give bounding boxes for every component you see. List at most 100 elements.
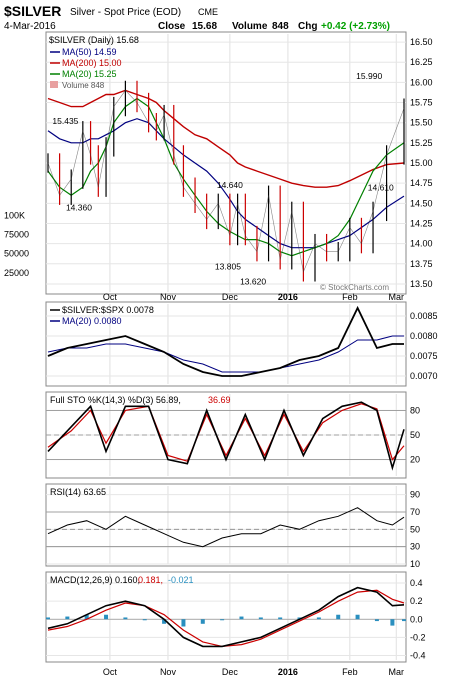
price-annotation: 15.435	[52, 116, 78, 126]
price-annotations: 15.435 14.360 14.640 13.805 13.620 15.990 14.6…	[52, 71, 394, 286]
close-label: Close	[158, 21, 186, 32]
x-tick-label: 2016	[278, 667, 298, 677]
legend-ratio: $SILVER:$SPX 0.0078	[62, 305, 154, 315]
y-tick-label: -0.2	[410, 632, 426, 642]
watermark: © StockCharts.com	[320, 283, 389, 292]
y-tick-label: 14.25	[410, 218, 433, 228]
y-tick-label: 10	[410, 559, 420, 569]
ratio-line	[47, 305, 404, 377]
x-tick-label: Oct	[103, 292, 118, 302]
macd-histogram-bar	[123, 617, 128, 620]
date-label: 4-Mar-2016	[4, 21, 56, 32]
price-annotation: 13.620	[240, 276, 266, 286]
y-tick-label: 15.25	[410, 138, 433, 148]
x-tick-label: 2016	[278, 292, 298, 302]
macd-histogram-bar	[142, 619, 147, 621]
legend-ratio-ma20: MA(20) 0.0080	[62, 316, 122, 326]
y-tick-label: 90	[410, 490, 420, 500]
y-tick-label: 13.50	[410, 279, 433, 289]
y-tick-label: 50	[410, 524, 420, 534]
chg-label: Chg	[298, 21, 317, 32]
macd-legend: MACD(12,26,9) 0.160, 0.181, -0.021	[50, 575, 194, 585]
y-tick-label: 0.2	[410, 596, 423, 606]
rsi-legend: RSI(14) 63.65	[50, 487, 106, 497]
exchange: CME	[198, 7, 218, 17]
y-tick-label: 13.75	[410, 259, 433, 269]
y-tick-label: 16.25	[410, 57, 433, 67]
macd-histogram-bar	[336, 614, 341, 620]
grid-lines	[46, 34, 406, 660]
y-tick-label: 30	[410, 542, 420, 552]
ma20-line	[47, 97, 405, 257]
ma50-line	[47, 118, 405, 249]
macd-histogram-bar	[65, 616, 70, 620]
y-tick-label: 0.0075	[410, 351, 438, 361]
volume-value: 848	[272, 21, 289, 32]
macd-histogram-bar	[84, 614, 89, 620]
y-tick-label: 16.00	[410, 77, 433, 87]
legend-volume: Volume 848	[62, 81, 105, 90]
macd-histogram-bar	[239, 616, 244, 620]
x-tick-label: Dec	[222, 667, 239, 677]
x-tick-label: Dec	[222, 292, 239, 302]
macd-histogram-bar	[297, 617, 302, 620]
legend-macd-signal: 0.181,	[138, 575, 163, 585]
y-tick-label: 20	[410, 455, 420, 465]
y-tick-label: 15.75	[410, 98, 433, 108]
x-tick-label: Mar	[389, 292, 405, 302]
macd-histogram-bar	[258, 617, 263, 620]
legend-price: $SILVER (Daily) 15.68	[49, 35, 139, 45]
macd-histogram-bar	[402, 619, 406, 622]
volume-tick-label: 75000	[4, 230, 29, 240]
macd-histogram-bar	[220, 619, 225, 621]
y-tick-label: 15.00	[410, 158, 433, 168]
y-tick-label: 14.50	[410, 198, 433, 208]
x-tick-label: Feb	[342, 292, 358, 302]
macd-histogram-bar	[374, 619, 379, 622]
y-tick-label: -0.4	[410, 650, 426, 660]
legend-macd: MACD(12,26,9) 0.160,	[50, 575, 140, 585]
x-tick-labels: Oct Oct Nov Nov Dec Dec 2016 2016 Feb Feb Mar Mar	[103, 292, 404, 677]
legend-ma20: MA(20) 15.25	[62, 69, 117, 79]
close-value: 15.68	[192, 21, 217, 32]
symbol-title: $SILVER	[4, 3, 61, 19]
price-legend: $SILVER (Daily) 15.68 MA(50) 14.59 MA(20…	[49, 35, 139, 90]
x-tick-label: Feb	[342, 667, 358, 677]
volume-tick-label: 50000	[4, 249, 29, 259]
y-tick-label: 0.0085	[410, 311, 438, 321]
x-tick-label: Oct	[103, 667, 118, 677]
price-annotation: 14.640	[217, 180, 243, 190]
y-tick-label: 0.0	[410, 614, 423, 624]
macd-line	[47, 586, 405, 648]
macd-histogram-bar	[390, 619, 395, 626]
y-tick-label: 16.50	[410, 37, 433, 47]
ma200-line	[47, 89, 405, 188]
volume-tick-label: 25000	[4, 268, 29, 278]
macd-signal-line	[47, 589, 405, 648]
legend-ma50: MA(50) 14.59	[62, 47, 117, 57]
macd-histogram-bar	[181, 619, 186, 627]
y-tick-label: 0.4	[410, 578, 423, 588]
volume-tick-label: 100K	[4, 210, 25, 220]
y-tick-label: 50	[410, 430, 420, 440]
macd-histogram-bar	[278, 617, 283, 620]
y-tick-label: 80	[410, 405, 420, 415]
rsi-panel-frame	[45, 483, 407, 567]
macd-histogram-bar	[162, 619, 167, 624]
sto-legend: Full STO %K(14,3) %D(3) 56.89, 36.69	[50, 395, 231, 405]
y-tick-label: 14.00	[410, 239, 433, 249]
legend-ma200: MA(200) 15.00	[62, 58, 122, 68]
price-annotation: 13.805	[215, 261, 241, 271]
price-close-line	[47, 89, 405, 273]
y-tick-label: 0.0080	[410, 331, 438, 341]
volume-label: Volume	[232, 21, 268, 32]
x-tick-label: Mar	[389, 667, 405, 677]
macd-histogram-bar	[200, 619, 205, 624]
sto-k-line	[47, 401, 405, 471]
y-tick-label: 14.75	[410, 178, 433, 188]
legend-sto-d: 36.69	[208, 395, 231, 405]
y-tick-labels: 16.50 16.25 16.00 15.75 15.50 15.25 15.00 14.75…	[4, 37, 438, 660]
y-tick-label: 70	[410, 507, 420, 517]
x-tick-label: Nov	[160, 667, 177, 677]
